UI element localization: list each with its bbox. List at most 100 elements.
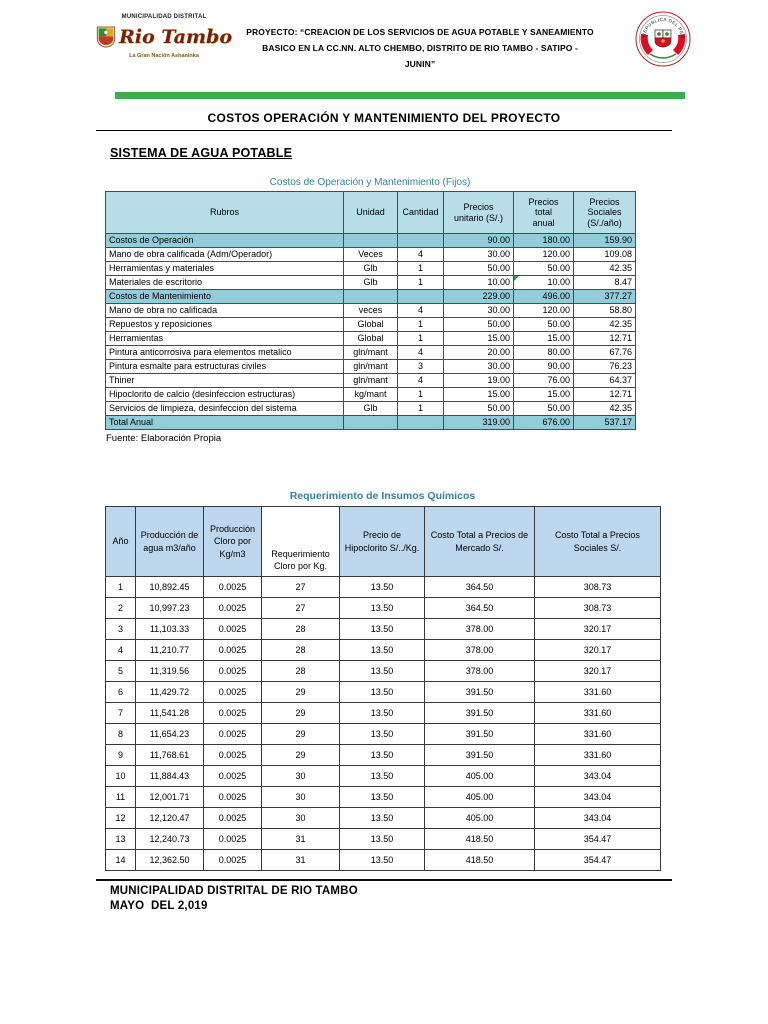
municipal-logo-name: Rio Tambo [119, 26, 232, 48]
table1-header-cell: Unidad [343, 191, 398, 234]
table1-cell: Repuestos y reposiciones [105, 317, 344, 332]
table1-cell: 109.08 [573, 247, 636, 262]
table1-cell: Herramientas y materiales [105, 261, 344, 276]
source-note: Fuente: Elaboración Propia [106, 433, 222, 444]
table2-row: 8 11,654.23 0.0025 29 13.50 391.50 331.60 [105, 723, 661, 745]
table1-cell: 50.00 [513, 317, 574, 332]
table1-cell: 30.00 [443, 359, 514, 374]
table1-cell: 15.00 [513, 387, 574, 402]
table1-cell [343, 415, 398, 430]
table2-cell: 0.0025 [203, 681, 262, 703]
table1-cell [397, 233, 444, 248]
table2-row: 2 10,997.23 0.0025 27 13.50 364.50 308.73 [105, 597, 661, 619]
table1-cell: kg/mant [343, 387, 398, 402]
table1-header-cell: Cantidad [397, 191, 444, 234]
table2-cell: 13.50 [339, 786, 425, 808]
table2-cell: 12,240.73 [135, 828, 204, 850]
table2-cell: 11,768.61 [135, 744, 204, 766]
table2-cell: 13.50 [339, 723, 425, 745]
table2-cell: 13.50 [339, 807, 425, 829]
table1-cell: Hipoclorito de calcio (desinfeccion estr… [105, 387, 344, 402]
table1-cell: gln/mant [343, 373, 398, 388]
table2-row: 12 12,120.47 0.0025 30 13.50 405.00 343.04 [105, 807, 661, 829]
peru-shield [654, 29, 672, 48]
table2-cell: 28 [261, 639, 340, 661]
table1-cell: 676.00 [513, 415, 574, 430]
table2-cell: 5 [105, 660, 136, 682]
table2-cell: 11,541.28 [135, 702, 204, 724]
table1-cell: 15.00 [513, 331, 574, 346]
table2-cell: 7 [105, 702, 136, 724]
table1-cell: 1 [397, 401, 444, 416]
table1-cell: 537.17 [573, 415, 636, 430]
project-title-line: JUNIN” [404, 59, 436, 70]
table1-item-row: Herramientas y materiales Glb 1 50.00 50.00 4… [105, 261, 636, 276]
table2-cell: 343.04 [534, 786, 661, 808]
table2-cell: 12,001.71 [135, 786, 204, 808]
table1-cell: Glb [343, 261, 398, 276]
table2-cell: 13.50 [339, 849, 425, 871]
table2-row: 4 11,210.77 0.0025 28 13.50 378.00 320.17 [105, 639, 661, 661]
table2-cell: 3 [105, 618, 136, 640]
table1-cell: 15.00 [443, 331, 514, 346]
table2-cell: 11,103.33 [135, 618, 204, 640]
table1-cell: Glb [343, 401, 398, 416]
table2-cell: 0.0025 [203, 828, 262, 850]
table1-group-row: Total Anual 319.00 676.00 537.17 [105, 415, 636, 430]
table1-cell: 319.00 [443, 415, 514, 430]
table1-cell: veces [343, 303, 398, 318]
table2-cell: 11,319.56 [135, 660, 204, 682]
table2-cell: 13.50 [339, 702, 425, 724]
table1-cell: Total Anual [105, 415, 344, 430]
table2-cell: 331.60 [534, 744, 661, 766]
table2-header-cell: Costo Total a Precios Sociales S/. [534, 506, 661, 577]
table2-cell: 13.50 [339, 681, 425, 703]
table1-cell [343, 289, 398, 304]
table1-cell: 15.00 [443, 387, 514, 402]
table2-cell: 331.60 [534, 681, 661, 703]
table1-cell: 67.76 [573, 345, 636, 360]
table1-cell: 19.00 [443, 373, 514, 388]
table2-row: 1 10,892.45 0.0025 27 13.50 364.50 308.73 [105, 576, 661, 598]
table1-cell: 180.00 [513, 233, 574, 248]
table1-cell: Global [343, 331, 398, 346]
table1-cell: 4 [397, 345, 444, 360]
table1-cell: Costos de Operación [105, 233, 344, 248]
table1-cell: 377.27 [573, 289, 636, 304]
table2-cell: 11,884.43 [135, 765, 204, 787]
table2-cell: 13.50 [339, 639, 425, 661]
footer-municipality: MUNICIPALIDAD DISTRITAL DE RIO TAMBO [110, 885, 358, 897]
table2-cell: 30 [261, 786, 340, 808]
project-title: PROYECTO: “CREACION DE LOS SERVICIOS DE … [216, 24, 624, 72]
table2-cell: 27 [261, 597, 340, 619]
table1-cell: 496.00 [513, 289, 574, 304]
table2-row: 5 11,319.56 0.0025 28 13.50 378.00 320.17 [105, 660, 661, 682]
table1-header-cell: Precios Sociales (S/./año) [573, 191, 636, 234]
table2-header-cell: Producción Cloro por Kg/m3 [203, 506, 262, 577]
table1-cell: 120.00 [513, 247, 574, 262]
table2-cell: 378.00 [424, 660, 535, 682]
table1-cell: 50.00 [443, 401, 514, 416]
table1-cell: Herramientas [105, 331, 344, 346]
table1-cell: 12.71 [573, 331, 636, 346]
table2-cell: 364.50 [424, 576, 535, 598]
table2-row: 11 12,001.71 0.0025 30 13.50 405.00 343.04 [105, 786, 661, 808]
table2-header-cell: Año [105, 506, 136, 577]
document-header: MUNICIPALIDAD DISTRITAL Rio Tambo La Gra… [0, 0, 768, 92]
table2-cell: 10,997.23 [135, 597, 204, 619]
table1-cell: 80.00 [513, 345, 574, 360]
table2-cell: 28 [261, 660, 340, 682]
table1-cell: 50.00 [443, 317, 514, 332]
table2-cell: 4 [105, 639, 136, 661]
table2-cell: 331.60 [534, 702, 661, 724]
table2-row: 3 11,103.33 0.0025 28 13.50 378.00 320.17 [105, 618, 661, 640]
table1-cell: 64.37 [573, 373, 636, 388]
table1-cell: gln/mant [343, 359, 398, 374]
table1-item-row: Servicios de limpieza, desinfeccion del … [105, 401, 636, 416]
table2-cell: 405.00 [424, 807, 535, 829]
table2-cell: 320.17 [534, 618, 661, 640]
table2-cell: 0.0025 [203, 618, 262, 640]
table2-row: 14 12,362.50 0.0025 31 13.50 418.50 354.47 [105, 849, 661, 871]
table1-cell: Thiner [105, 373, 344, 388]
table2-cell: 29 [261, 702, 340, 724]
